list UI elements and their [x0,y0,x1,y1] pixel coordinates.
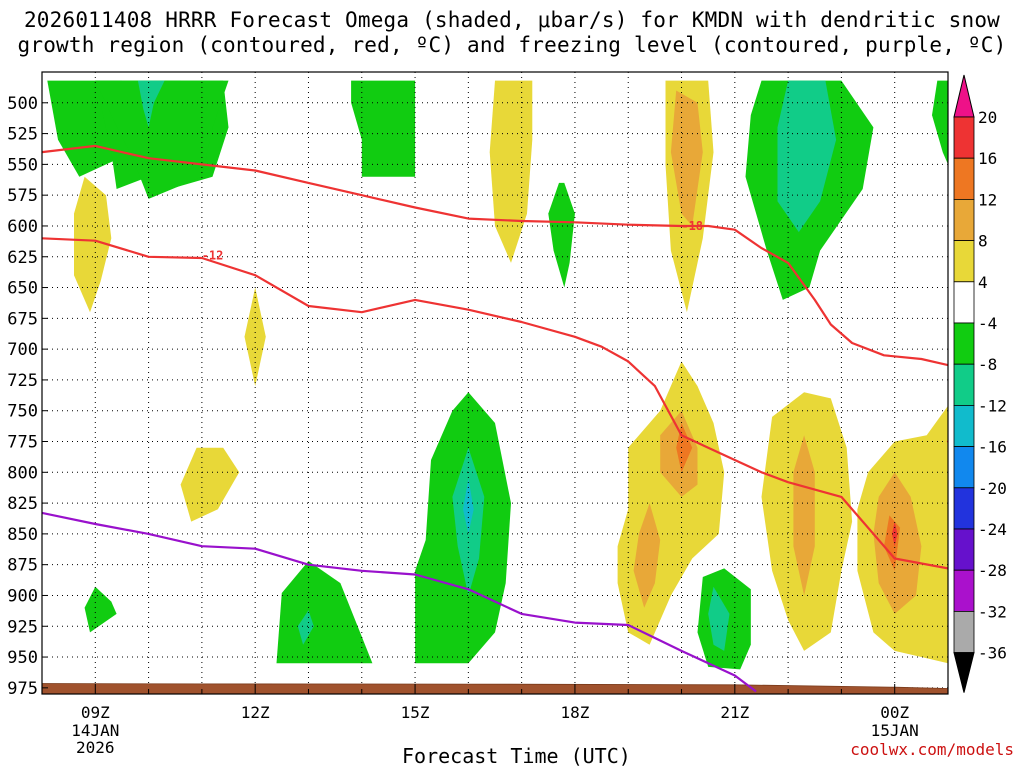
colorbar-bottom-arrow [953,652,975,693]
omega-region-4 [137,80,165,128]
contour-label-0: -18 [681,219,703,233]
colorbar-label-8: 8 [978,232,988,251]
x-tick-label-18Z: 18Z [560,703,589,722]
omega-region-21 [463,478,474,534]
x-tick-sublabel-2026: 2026 [76,738,115,757]
omega-region-29 [793,435,815,596]
colorbar-top-arrow [953,74,975,118]
y-tick-label-925: 925 [7,617,38,637]
omega-region-13 [74,176,112,313]
colorbar-band-9 [953,487,975,530]
colorbar-label--20: -20 [978,479,1007,498]
plot-frame [41,71,949,695]
y-tick-label-900: 900 [7,586,38,606]
colorbar-label--28: -28 [978,561,1007,580]
y-tick-label-700: 700 [7,340,38,360]
colorbar-band-10 [953,528,975,571]
x-tick-sublabel-15JAN: 15JAN [871,721,919,740]
colorbar-label--24: -24 [978,520,1007,539]
omega-region-14 [244,287,266,387]
colorbar-label--36: -36 [978,644,1007,663]
credit-text: coolwx.com/models [850,740,1014,759]
y-tick-label-875: 875 [7,556,38,576]
gridlines [42,72,948,694]
omega-region-16 [84,586,117,633]
omega-shading [47,80,948,670]
colorbar-band-7 [953,404,975,447]
y-tick-label-675: 675 [7,309,38,329]
omega-region-11 [777,80,837,233]
x-tick-label-00Z: 00Z [880,703,909,722]
omega-region-25 [633,503,661,608]
colorbar-band-8 [953,446,975,489]
colorbar: 20 16 12 8 4 -4 -8 -12 -16 -20 -24 -28 -32 -36 [953,74,1007,693]
colorbar-band-2 [953,198,975,241]
terrain-band [42,683,948,694]
colorbar-label-20: 20 [978,108,997,127]
y-tick-label-825: 825 [7,494,38,514]
colorbar-band-11 [953,569,975,612]
contour-line-1 [42,237,948,570]
axes: 500 525 550 575 600 625 650 675 700 725 750 775 800 8… [7,94,919,757]
omega-region-15 [180,447,240,522]
omega-region-33 [892,521,898,547]
y-tick-label-975: 975 [7,679,38,699]
colorbar-label-12: 12 [978,190,997,209]
colorbar-label--32: -32 [978,602,1007,621]
colorbar-band-5 [953,322,975,365]
omega-region-3 [95,80,229,199]
contour-label-1: -12 [202,249,224,263]
y-tick-label-600: 600 [7,217,38,237]
colorbar-band-12 [953,611,975,654]
terrain [42,683,948,694]
y-tick-label-550: 550 [7,155,38,175]
y-tick-label-725: 725 [7,371,38,391]
x-tick-label-21Z: 21Z [720,703,749,722]
colorbar-label-16: 16 [978,149,997,168]
colorbar-label--4: -4 [978,314,997,333]
colorbar-label--8: -8 [978,355,997,374]
title-line-2: growth region (contoured, red, ºC) and f… [17,33,1007,57]
y-tick-label-800: 800 [7,463,38,483]
omega-region-17 [276,561,373,664]
colorbar-band-0 [953,116,975,159]
y-tick-label-750: 750 [7,402,38,422]
title-line-1: 2026011408 HRRR Forecast Omega (shaded, … [23,8,1001,32]
colorbar-label-4: 4 [978,273,988,292]
x-tick-label-12Z: 12Z [241,703,270,722]
x-tick-label-09Z: 09Z [81,703,110,722]
x-axis-title: Forecast Time (UTC) [402,744,631,768]
y-tick-label-850: 850 [7,525,38,545]
y-tick-label-500: 500 [7,94,38,114]
contour-line-2 [42,511,757,693]
y-tick-label-650: 650 [7,279,38,299]
contour-line-0 [42,144,948,444]
omega-region-6 [489,80,533,263]
colorbar-band-1 [953,157,975,200]
x-tick-sublabel-14JAN: 14JAN [71,721,119,740]
omega-region-9 [670,90,703,226]
y-tick-label-625: 625 [7,248,38,268]
y-tick-label-775: 775 [7,433,38,453]
colorbar-band-6 [953,363,975,406]
colorbar-label--12: -12 [978,396,1007,415]
omega-region-24 [676,423,693,473]
y-tick-label-575: 575 [7,186,38,206]
colorbar-band-4 [953,281,975,324]
omega-region-5 [351,80,416,177]
y-tick-label-525: 525 [7,125,38,145]
omega-region-7 [548,182,575,288]
contours: -18 -12 [42,144,948,693]
omega-region-27 [708,586,730,651]
x-tick-label-15Z: 15Z [401,703,430,722]
colorbar-band-3 [953,240,975,283]
y-tick-label-950: 950 [7,648,38,668]
colorbar-label--16: -16 [978,438,1007,457]
omega-region-18 [297,610,314,645]
omega-region-12 [932,80,948,165]
